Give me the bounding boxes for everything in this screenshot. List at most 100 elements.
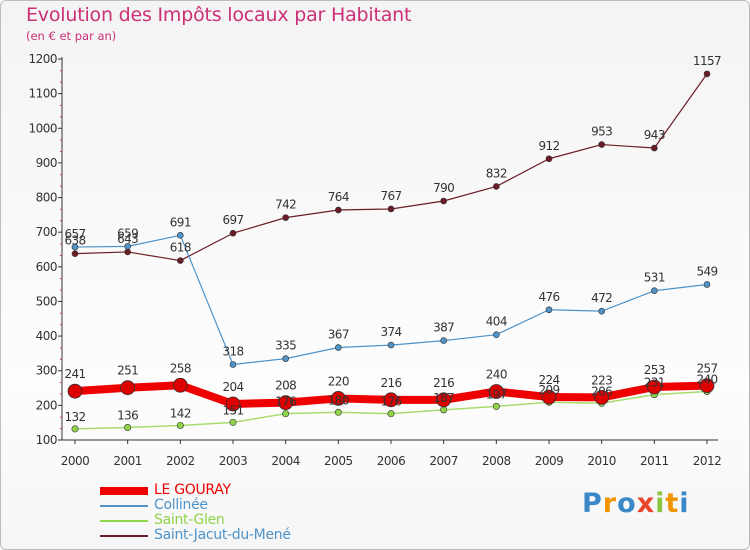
data-point-collinee	[651, 287, 658, 295]
x-tick-label: 2005	[324, 454, 353, 468]
series-line-saint-jacut-du-mene	[74, 73, 708, 262]
data-label-le-gouray: 253	[644, 363, 665, 377]
data-label-saint-jacut-du-mene: 643	[117, 232, 138, 246]
data-point-le-gouray	[699, 378, 715, 394]
data-label-collinee: 472	[591, 291, 612, 305]
data-point-collinee	[598, 307, 605, 315]
data-point-le-gouray	[225, 396, 241, 412]
data-label-le-gouray: 224	[538, 373, 559, 387]
data-point-le-gouray	[436, 392, 452, 408]
data-point-saint-jacut-du-mene	[703, 70, 711, 78]
data-point-saint-jacut-du-mene	[387, 205, 395, 213]
data-point-collinee	[229, 361, 237, 368]
data-label-le-gouray: 204	[222, 380, 243, 394]
data-label-collinee: 691	[170, 215, 191, 229]
logo-letter: t	[665, 488, 680, 519]
proxiti-logo: Proxiti	[582, 488, 690, 519]
data-point-le-gouray	[278, 395, 294, 410]
data-point-saint-glen	[440, 406, 448, 414]
data-label-collinee: 318	[222, 344, 243, 358]
y-tick-label: 1100	[28, 87, 57, 101]
data-label-le-gouray: 208	[275, 379, 296, 393]
logo-letter: i	[679, 488, 690, 519]
y-tick-label: 1000	[28, 121, 57, 135]
y-tick-label: 1200	[28, 52, 57, 66]
data-point-saint-jacut-du-mene	[71, 250, 79, 257]
logo-letter: o	[617, 488, 637, 519]
data-point-saint-jacut-du-mene	[493, 183, 500, 190]
logo-letter: P	[582, 488, 603, 519]
data-point-saint-glen	[124, 424, 132, 432]
data-label-saint-jacut-du-mene: 767	[380, 189, 401, 203]
data-label-saint-glen: 180	[328, 393, 349, 407]
y-tick-label: 600	[36, 260, 57, 274]
x-tick-label: 2002	[166, 454, 195, 468]
data-label-saint-jacut-du-mene: 943	[644, 128, 665, 142]
legend-item-saint-glen: Saint-Glen	[100, 513, 291, 528]
data-point-collinee	[124, 243, 131, 250]
data-point-saint-jacut-du-mene	[598, 141, 605, 148]
x-tick-label: 2007	[429, 454, 458, 468]
legend-label-saint-glen: Saint-Glen	[154, 512, 225, 528]
data-point-saint-jacut-du-mene	[651, 144, 658, 152]
y-tick-label: 400	[36, 329, 57, 343]
data-label-saint-glen: 142	[170, 406, 191, 420]
data-label-collinee: 404	[486, 315, 507, 329]
data-point-saint-jacut-du-mene	[440, 197, 447, 205]
data-point-collinee	[387, 341, 395, 349]
data-point-saint-glen	[387, 410, 395, 418]
data-label-collinee: 367	[328, 328, 349, 342]
data-label-collinee: 659	[117, 226, 138, 240]
data-label-saint-jacut-du-mene: 912	[538, 139, 559, 153]
data-point-saint-jacut-du-mene	[335, 206, 342, 214]
data-point-le-gouray	[594, 389, 610, 405]
chart-title: Evolution des Impôts locaux par Habitant	[26, 4, 412, 26]
data-point-le-gouray	[330, 391, 346, 406]
x-tick-label: 2011	[640, 454, 669, 468]
data-point-collinee	[545, 306, 553, 314]
data-point-saint-jacut-du-mene	[282, 214, 289, 221]
data-label-saint-glen: 240	[696, 373, 717, 387]
data-point-le-gouray	[120, 380, 136, 396]
data-label-collinee: 531	[644, 271, 665, 285]
data-label-le-gouray: 240	[486, 368, 507, 382]
data-point-saint-glen	[492, 402, 500, 410]
data-label-saint-glen: 197	[486, 387, 507, 401]
x-tick-label: 2012	[693, 454, 722, 468]
data-label-le-gouray: 223	[591, 373, 612, 387]
data-point-le-gouray	[383, 392, 399, 408]
chart-legend: LE GOURAY Collinée Saint-Glen Saint-Jacut-d…	[100, 483, 291, 543]
legend-swatch-saint-jacut-du-mene	[100, 534, 148, 537]
x-tick-label: 2009	[535, 454, 564, 468]
legend-label-le-gouray: LE GOURAY	[154, 482, 231, 498]
data-point-saint-glen	[334, 408, 342, 416]
legend-label-collinee: Collinée	[154, 497, 208, 513]
data-point-collinee	[335, 344, 342, 351]
x-tick-label: 2004	[271, 454, 300, 468]
data-label-saint-glen: 136	[117, 409, 138, 423]
logo-letter: r	[602, 488, 618, 519]
x-tick-label: 2006	[377, 454, 406, 468]
y-tick-label: 500	[36, 294, 57, 308]
data-label-saint-jacut-du-mene: 790	[433, 181, 454, 195]
data-label-saint-glen: 187	[433, 391, 454, 405]
legend-swatch-le-gouray	[100, 486, 148, 495]
y-tick-label: 300	[36, 364, 57, 378]
data-point-saint-glen	[71, 425, 79, 433]
y-tick-label: 200	[36, 398, 57, 412]
y-tick-label: 800	[36, 191, 57, 205]
data-label-saint-glen: 206	[591, 384, 612, 398]
legend-swatch-collinee	[100, 504, 148, 507]
data-label-saint-jacut-du-mene: 618	[170, 241, 191, 255]
data-label-collinee: 476	[538, 290, 559, 304]
data-label-saint-jacut-du-mene: 697	[222, 213, 243, 227]
y-tick-label: 100	[36, 433, 57, 447]
data-label-le-gouray: 258	[170, 361, 191, 375]
data-point-saint-glen	[176, 421, 184, 429]
data-label-saint-glen: 176	[380, 395, 401, 409]
x-tick-label: 2010	[587, 454, 616, 468]
data-label-le-gouray: 216	[380, 376, 401, 390]
data-point-saint-jacut-du-mene	[545, 155, 553, 163]
